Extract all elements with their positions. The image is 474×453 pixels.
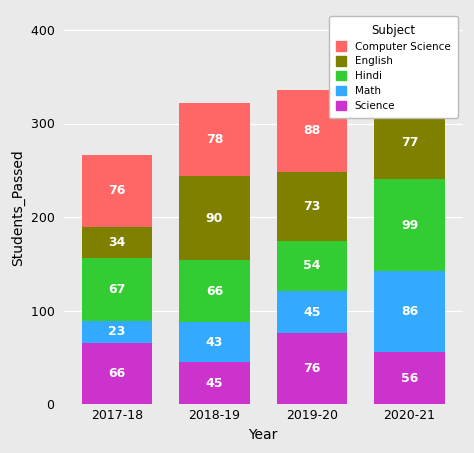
Text: 56: 56	[401, 372, 418, 385]
Text: 45: 45	[206, 377, 223, 390]
Bar	[179, 362, 249, 405]
Bar	[82, 226, 152, 258]
Text: 76: 76	[108, 184, 126, 198]
Text: 54: 54	[303, 260, 321, 272]
Text: 34: 34	[108, 236, 126, 249]
Text: 76: 76	[303, 362, 321, 376]
Text: 23: 23	[108, 325, 126, 338]
Text: 77: 77	[401, 64, 419, 77]
Bar	[374, 34, 445, 106]
Bar	[374, 179, 445, 271]
Bar	[277, 90, 347, 172]
Bar	[374, 271, 445, 352]
Bar	[82, 258, 152, 321]
Text: 43: 43	[206, 336, 223, 349]
Text: 99: 99	[401, 219, 418, 231]
Y-axis label: Students_Passed: Students_Passed	[11, 149, 25, 266]
Text: 45: 45	[303, 306, 321, 319]
Bar	[82, 155, 152, 226]
Bar	[82, 321, 152, 342]
Bar	[277, 291, 347, 333]
Text: 88: 88	[303, 125, 320, 138]
X-axis label: Year: Year	[248, 428, 278, 442]
Text: 67: 67	[108, 283, 126, 296]
Bar	[179, 103, 249, 176]
Bar	[277, 172, 347, 241]
Legend: Computer Science, English, Hindi, Math, Science: Computer Science, English, Hindi, Math, …	[328, 16, 458, 119]
Text: 66: 66	[206, 284, 223, 298]
Text: 90: 90	[206, 212, 223, 225]
Text: 73: 73	[303, 200, 321, 213]
Bar	[82, 342, 152, 405]
Text: 86: 86	[401, 305, 418, 318]
Bar	[374, 106, 445, 179]
Bar	[374, 352, 445, 405]
Bar	[179, 176, 249, 260]
Bar	[179, 322, 249, 362]
Bar	[277, 241, 347, 291]
Bar	[277, 333, 347, 405]
Text: 77: 77	[401, 136, 419, 149]
Text: 66: 66	[108, 367, 126, 380]
Text: 78: 78	[206, 133, 223, 146]
Bar	[179, 260, 249, 322]
